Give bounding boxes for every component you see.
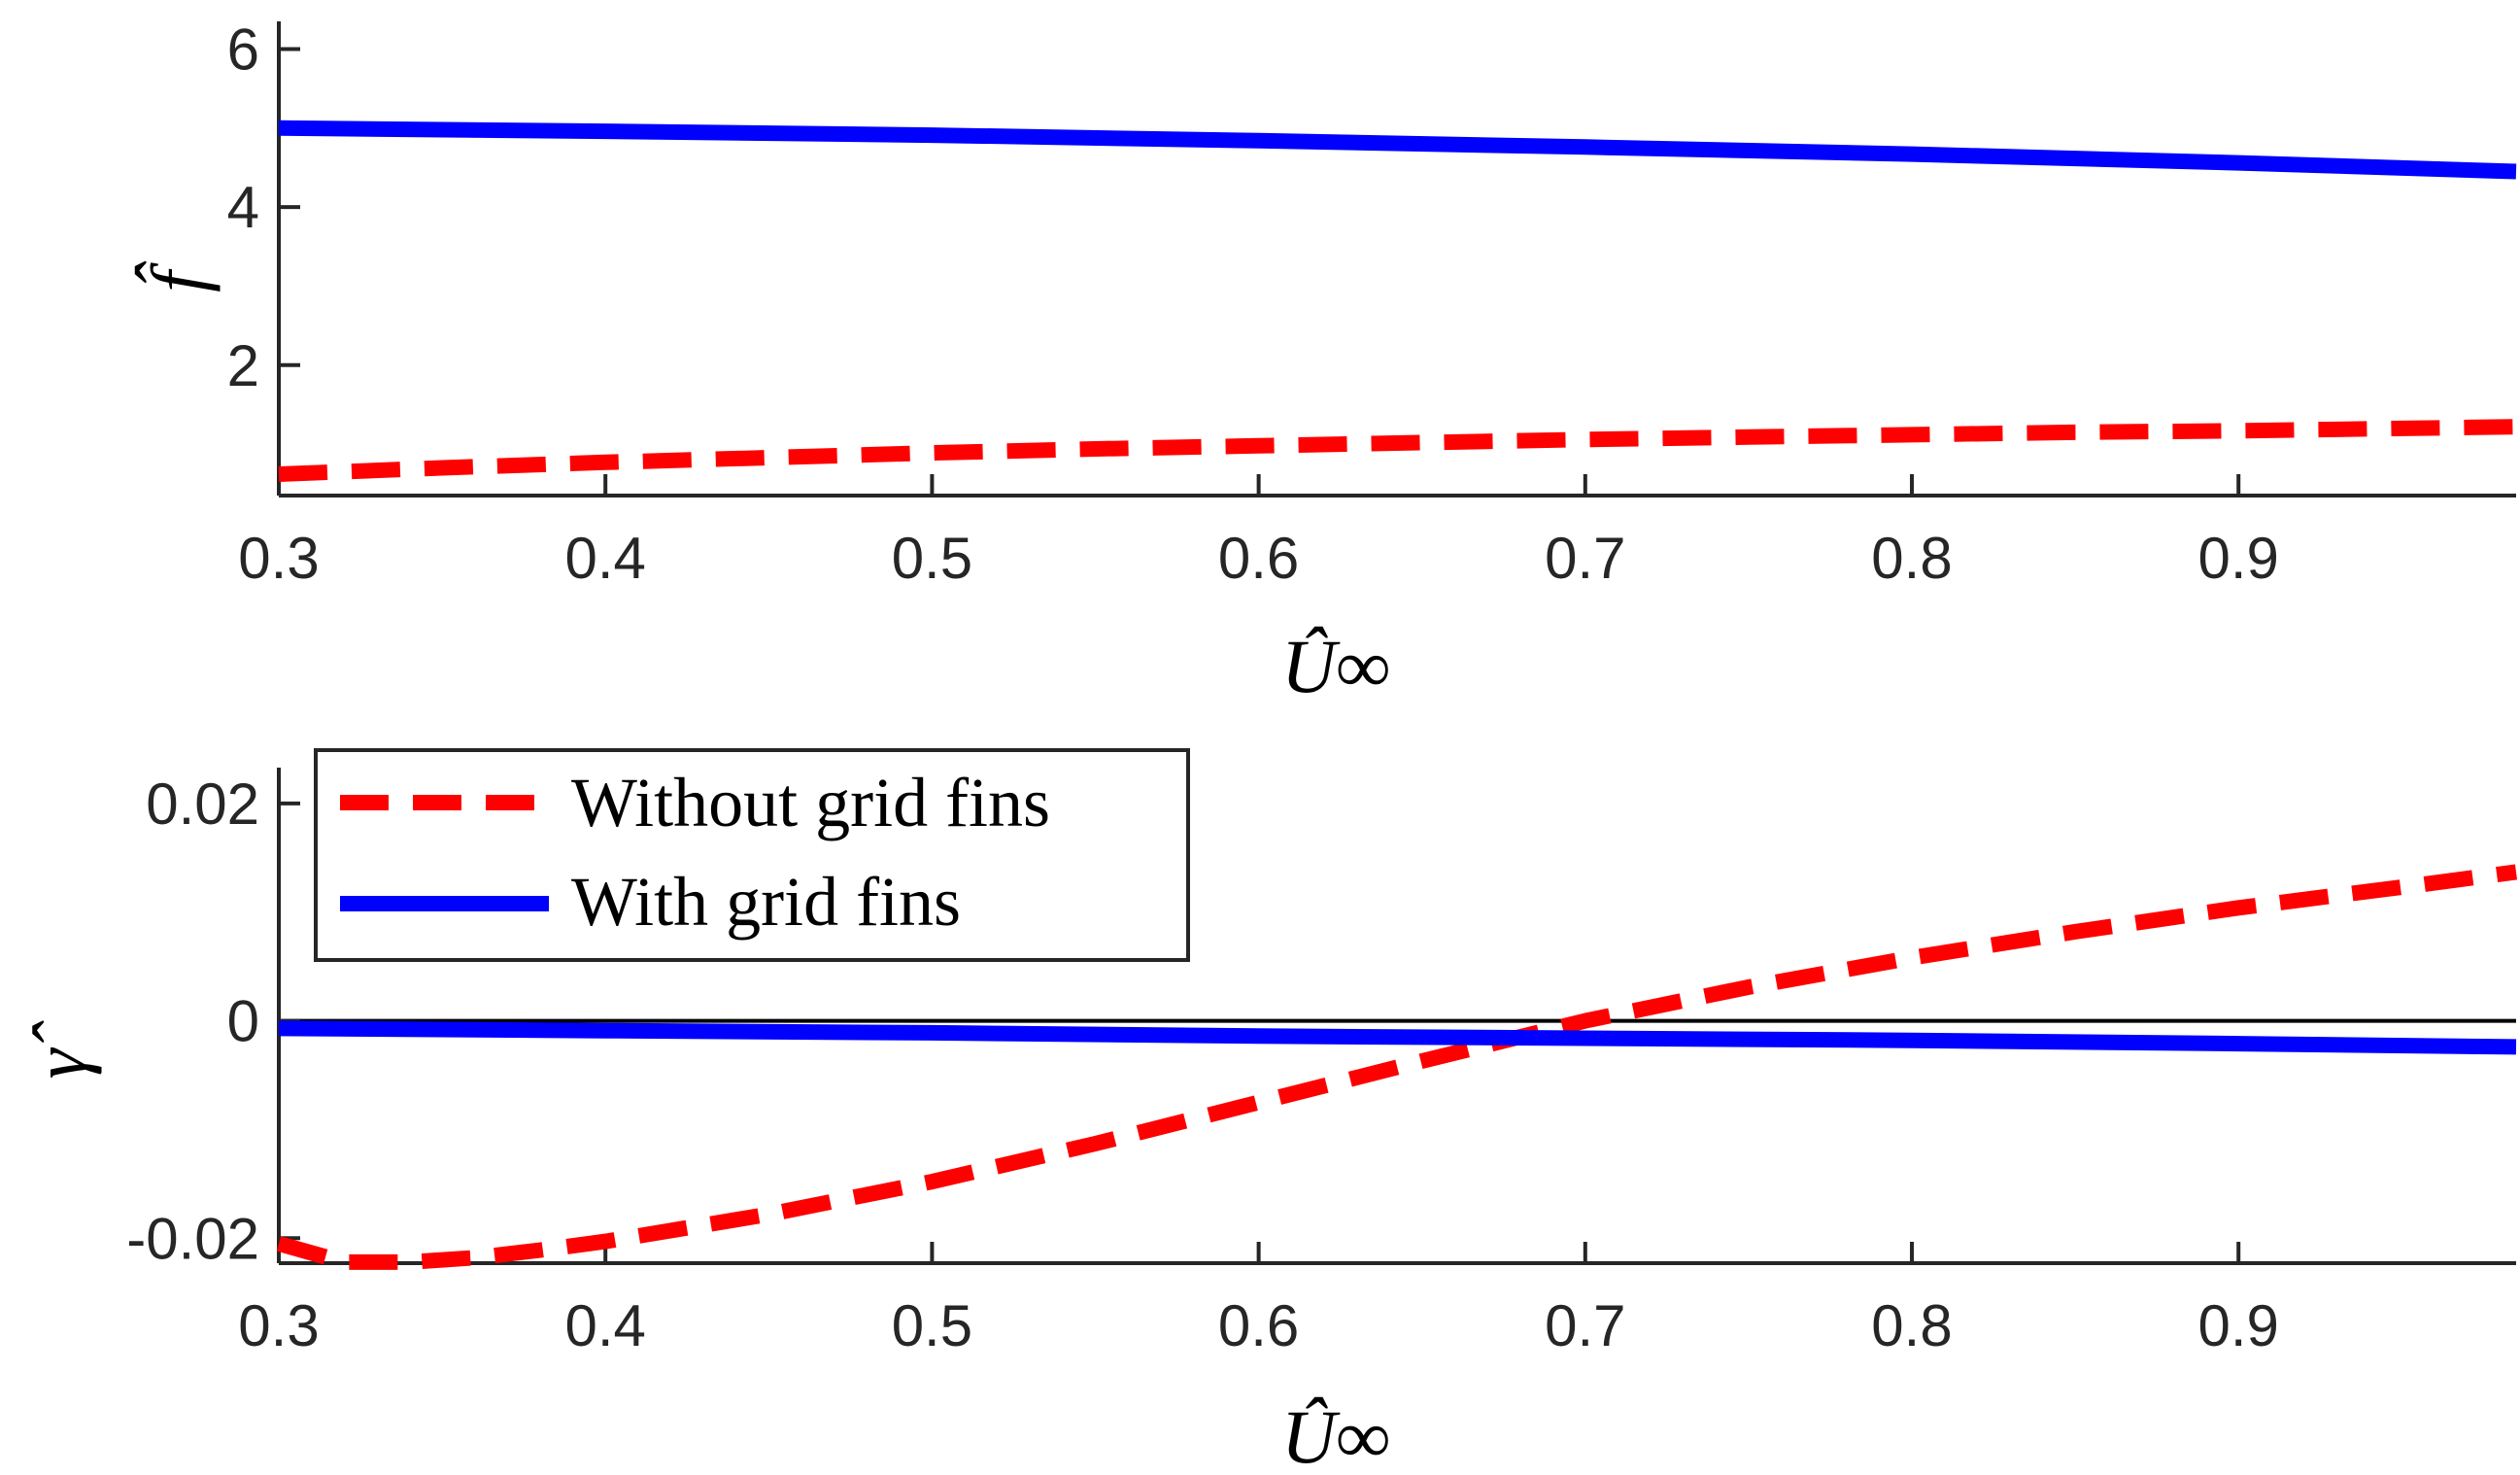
top-x-tick-label: 0.8 xyxy=(1871,526,1952,591)
bottom-series-with-grid-fins xyxy=(278,1020,2517,1055)
top-x-tick-label: 0.7 xyxy=(1545,526,1625,591)
top-series-with-grid-fins xyxy=(278,120,2517,180)
bottom-panel: 0.3 0.4 0.5 0.6 0.7 0.8 0.9 -0.02 0 0.02 xyxy=(126,768,2518,1358)
top-panel: 0.3 0.4 0.5 0.6 0.7 0.8 0.9 2 4 6 xyxy=(227,17,2517,591)
bottom-y-tick-label: 0 xyxy=(227,989,259,1054)
top-x-tick-label: 0.6 xyxy=(1218,526,1299,591)
bottom-x-tick-label: 0.6 xyxy=(1218,1293,1299,1358)
bottom-x-tick-label: 0.9 xyxy=(2198,1293,2279,1358)
bottom-y-axis-label: γ̂ xyxy=(17,1020,102,1080)
bottom-series-without-grid-fins xyxy=(276,864,2518,1270)
bottom-x-axis-label: Û∞ xyxy=(1281,1394,1390,1475)
top-y-tick-label: 4 xyxy=(227,175,259,240)
top-y-axis-label: f̂ xyxy=(135,260,221,292)
legend-label-with-grid-fins: With grid fins xyxy=(571,863,961,941)
bottom-y-tick-label: 0.02 xyxy=(146,772,259,837)
top-x-tick-label: 0.4 xyxy=(564,526,645,591)
top-x-axis-label: Û∞ xyxy=(1281,624,1390,708)
bottom-y-tick-label: -0.02 xyxy=(126,1206,259,1271)
legend-label-without-grid-fins: Without grid fins xyxy=(571,764,1050,841)
bottom-x-tick-label: 0.3 xyxy=(238,1293,319,1358)
top-x-tick-label: 0.9 xyxy=(2198,526,2279,591)
bottom-x-tick-label: 0.5 xyxy=(892,1293,972,1358)
bottom-x-tick-label: 0.8 xyxy=(1871,1293,1952,1358)
bottom-x-tick-label: 0.4 xyxy=(564,1293,645,1358)
legend: Without grid fins With grid fins xyxy=(314,748,1190,962)
bottom-x-tick-label: 0.7 xyxy=(1545,1293,1625,1358)
top-y-tick-label: 6 xyxy=(227,17,259,82)
top-x-tick-label: 0.3 xyxy=(238,526,319,591)
top-y-tick-label: 2 xyxy=(227,333,259,398)
top-x-tick-label: 0.5 xyxy=(892,526,972,591)
top-series-without-grid-fins xyxy=(278,419,2517,482)
legend-box xyxy=(314,748,1190,962)
